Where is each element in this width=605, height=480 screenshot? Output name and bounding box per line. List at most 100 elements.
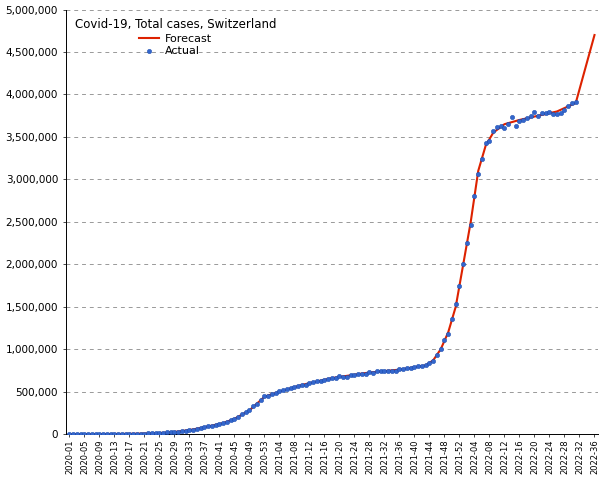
Actual [406, 365, 416, 372]
Actual [459, 261, 468, 268]
Actual [560, 106, 569, 114]
Actual [286, 384, 296, 392]
Actual [338, 373, 348, 381]
Actual [166, 429, 175, 436]
Actual [290, 384, 299, 391]
Actual [267, 390, 277, 398]
Actual [571, 98, 581, 106]
Actual [80, 430, 90, 438]
Actual [136, 430, 146, 438]
Actual [312, 378, 322, 385]
Actual [394, 365, 404, 372]
Actual [177, 427, 187, 435]
Actual [473, 170, 483, 178]
Actual [534, 112, 543, 120]
Actual [425, 360, 434, 367]
Actual [541, 109, 551, 117]
Actual [365, 368, 374, 376]
Actual [417, 362, 427, 370]
Actual [218, 420, 228, 427]
Actual [185, 426, 194, 434]
Actual [309, 378, 318, 386]
Actual [83, 430, 93, 438]
Actual [353, 371, 363, 378]
Actual [159, 429, 168, 437]
Actual [507, 113, 517, 121]
Actual [440, 336, 450, 344]
Actual [522, 114, 532, 122]
Forecast [523, 115, 531, 121]
Forecast [66, 431, 73, 437]
Actual [128, 430, 138, 437]
Actual [335, 372, 344, 380]
Actual [368, 369, 378, 376]
Actual [188, 426, 198, 433]
Forecast [70, 431, 77, 437]
Actual [200, 423, 209, 431]
Actual [327, 374, 337, 382]
Actual [319, 376, 329, 384]
Actual [87, 430, 97, 438]
Actual [391, 367, 401, 374]
Actual [110, 430, 119, 438]
Actual [102, 430, 112, 438]
Actual [249, 403, 258, 410]
Actual [271, 389, 281, 396]
Actual [469, 192, 479, 199]
Actual [518, 117, 528, 124]
Actual [324, 375, 333, 383]
Actual [263, 392, 273, 399]
Forecast [564, 104, 572, 109]
Actual [275, 387, 284, 395]
Actual [230, 415, 240, 423]
Actual [151, 429, 160, 437]
Actual [65, 430, 74, 438]
Actual [226, 416, 235, 424]
Actual [117, 430, 127, 438]
Actual [563, 102, 573, 109]
Actual [481, 139, 491, 146]
Actual [278, 386, 288, 394]
Forecast [512, 118, 519, 124]
Line: Forecast: Forecast [70, 35, 595, 434]
Actual [72, 430, 82, 438]
Forecast [591, 32, 598, 38]
Actual [305, 379, 315, 386]
Actual [361, 370, 371, 378]
Actual [466, 221, 476, 229]
Actual [169, 428, 179, 436]
Actual [436, 346, 445, 353]
Actual [432, 351, 442, 359]
Actual [211, 421, 221, 429]
Actual [282, 385, 292, 393]
Actual [260, 393, 269, 400]
Actual [357, 370, 367, 378]
Actual [548, 110, 558, 118]
Actual [99, 430, 108, 438]
Actual [529, 108, 539, 116]
Actual [207, 422, 217, 430]
Actual [410, 363, 419, 371]
Actual [244, 407, 254, 414]
Actual [556, 109, 566, 117]
Actual [376, 367, 385, 375]
Actual [496, 122, 506, 130]
Actual [68, 430, 78, 438]
Actual [121, 430, 131, 438]
Actual [181, 427, 191, 434]
Actual [162, 429, 172, 436]
Actual [132, 430, 142, 437]
Actual [91, 430, 100, 438]
Actual [526, 112, 535, 120]
Actual [76, 430, 85, 438]
Forecast [238, 412, 246, 418]
Actual [544, 108, 554, 116]
Actual [196, 424, 206, 432]
Actual [241, 408, 250, 416]
Actual [451, 300, 460, 308]
Actual [125, 430, 134, 437]
Legend: Forecast, Actual: Forecast, Actual [71, 15, 280, 59]
Actual [234, 413, 243, 420]
Actual [402, 364, 412, 372]
Actual [140, 430, 149, 437]
